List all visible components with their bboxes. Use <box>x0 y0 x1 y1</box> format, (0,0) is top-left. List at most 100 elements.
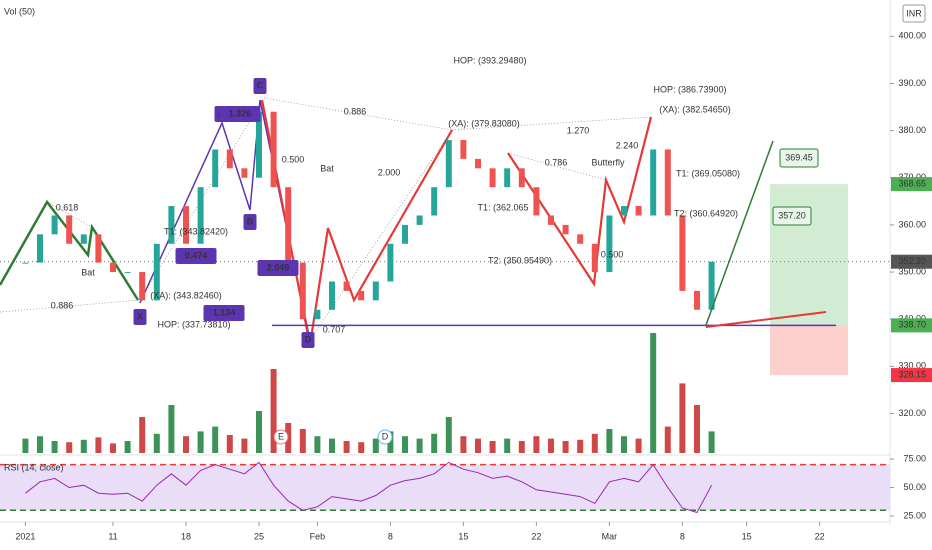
volume-bar <box>255 411 262 453</box>
x-tick-label: 22 <box>815 531 825 541</box>
volume-bar <box>606 429 613 453</box>
volume-bar <box>664 426 671 453</box>
volume-bar <box>401 436 408 453</box>
pattern-connector <box>507 152 607 181</box>
price-label: 328.15 <box>898 369 926 379</box>
candle <box>401 224 408 244</box>
volume-bar <box>314 436 321 453</box>
volume-bar <box>343 441 350 453</box>
volume-bar <box>445 417 452 453</box>
pattern-annotation: 1.270 <box>567 125 590 135</box>
candle <box>679 215 686 291</box>
currency-box <box>902 4 926 23</box>
candle <box>139 272 146 301</box>
pattern-point-box <box>219 106 261 122</box>
volume-bar <box>241 438 248 453</box>
volume-bar <box>124 441 131 453</box>
callout-label: 357.20 <box>778 210 806 220</box>
volume-bar <box>635 438 642 453</box>
butterfly-pattern <box>507 116 653 288</box>
candle <box>285 187 292 263</box>
x-tick-label: 8 <box>680 531 685 541</box>
candle <box>577 234 584 244</box>
volume-bar <box>66 442 73 453</box>
pattern-annotation: T2: (350.95490) <box>488 255 552 265</box>
pattern-point-box <box>301 332 315 348</box>
candle <box>241 168 248 178</box>
candle <box>22 262 29 264</box>
volume-bar <box>153 433 160 453</box>
event-marker <box>273 429 289 445</box>
volume-title: Vol (50) <box>4 6 35 16</box>
event-label: E <box>278 431 284 441</box>
candle <box>183 206 190 244</box>
x-tick-label: Mar <box>602 531 618 541</box>
pattern-connector <box>0 299 141 313</box>
x-tick-label: Feb <box>310 531 326 541</box>
volume-bar <box>51 441 58 453</box>
projection-up <box>705 140 774 326</box>
candle <box>606 215 613 273</box>
price-label: 368.65 <box>898 178 926 188</box>
candle <box>66 215 73 244</box>
event-marker <box>377 429 393 445</box>
volume-bar <box>270 369 277 453</box>
pattern-annotation: 0.707 <box>323 324 346 334</box>
event-label: D <box>382 431 389 441</box>
pattern-point-label: B <box>247 216 254 226</box>
callout-box <box>779 148 819 168</box>
pattern-annotation: (XA): (379.83080) <box>448 118 520 128</box>
y-tick-label: 400.00 <box>898 31 926 41</box>
candle <box>255 111 262 178</box>
pattern-point-box <box>175 248 217 264</box>
callout-label: 369.45 <box>785 152 813 162</box>
candle <box>650 149 657 216</box>
pattern-annotation: 0.886 <box>51 300 74 310</box>
pattern-annotation: 0.618 <box>56 202 79 212</box>
candle <box>474 158 481 169</box>
currency: INR <box>906 8 922 18</box>
candle <box>664 149 671 216</box>
price-label-box <box>891 318 932 333</box>
y-tick-label: 330.00 <box>898 361 926 371</box>
candle <box>547 215 554 225</box>
candle <box>343 281 350 291</box>
candle <box>95 234 102 263</box>
projection-trend <box>705 311 827 328</box>
candle <box>314 309 321 320</box>
pattern-connector <box>46 201 93 228</box>
volume-bar <box>460 436 467 453</box>
pattern-annotation: (XA): (343.82460) <box>150 290 222 300</box>
candle <box>416 215 423 225</box>
candle <box>212 149 219 188</box>
pattern-point-label: 0.474 <box>185 250 208 260</box>
candle <box>197 187 204 244</box>
candle <box>445 140 452 188</box>
candle <box>51 215 58 235</box>
x-tick-label: 25 <box>254 531 264 541</box>
volume-bar <box>679 383 686 453</box>
candle <box>226 149 233 169</box>
price-label: 352.20 <box>898 256 926 266</box>
candle <box>372 281 379 301</box>
rsi-y-tick-label: 50.00 <box>903 482 926 492</box>
volume-bar <box>212 426 219 453</box>
pattern-point-box <box>243 214 257 230</box>
pattern-point-box <box>203 305 245 321</box>
volume-bar <box>110 443 117 453</box>
pattern-connector <box>451 116 652 131</box>
candle <box>431 187 438 216</box>
candle <box>591 243 598 273</box>
volume-bar <box>358 442 365 453</box>
volume-bar <box>693 405 700 453</box>
volume-bar <box>650 333 657 453</box>
candle <box>299 262 306 320</box>
volume-bar <box>372 438 379 453</box>
pattern-annotation: (XA): (382.54650) <box>659 104 731 114</box>
volume-bar <box>299 429 306 453</box>
volume-bar <box>620 436 627 453</box>
pattern-point-box <box>133 309 147 325</box>
volume-bar <box>328 438 335 453</box>
pattern-point-label: X <box>137 311 143 321</box>
